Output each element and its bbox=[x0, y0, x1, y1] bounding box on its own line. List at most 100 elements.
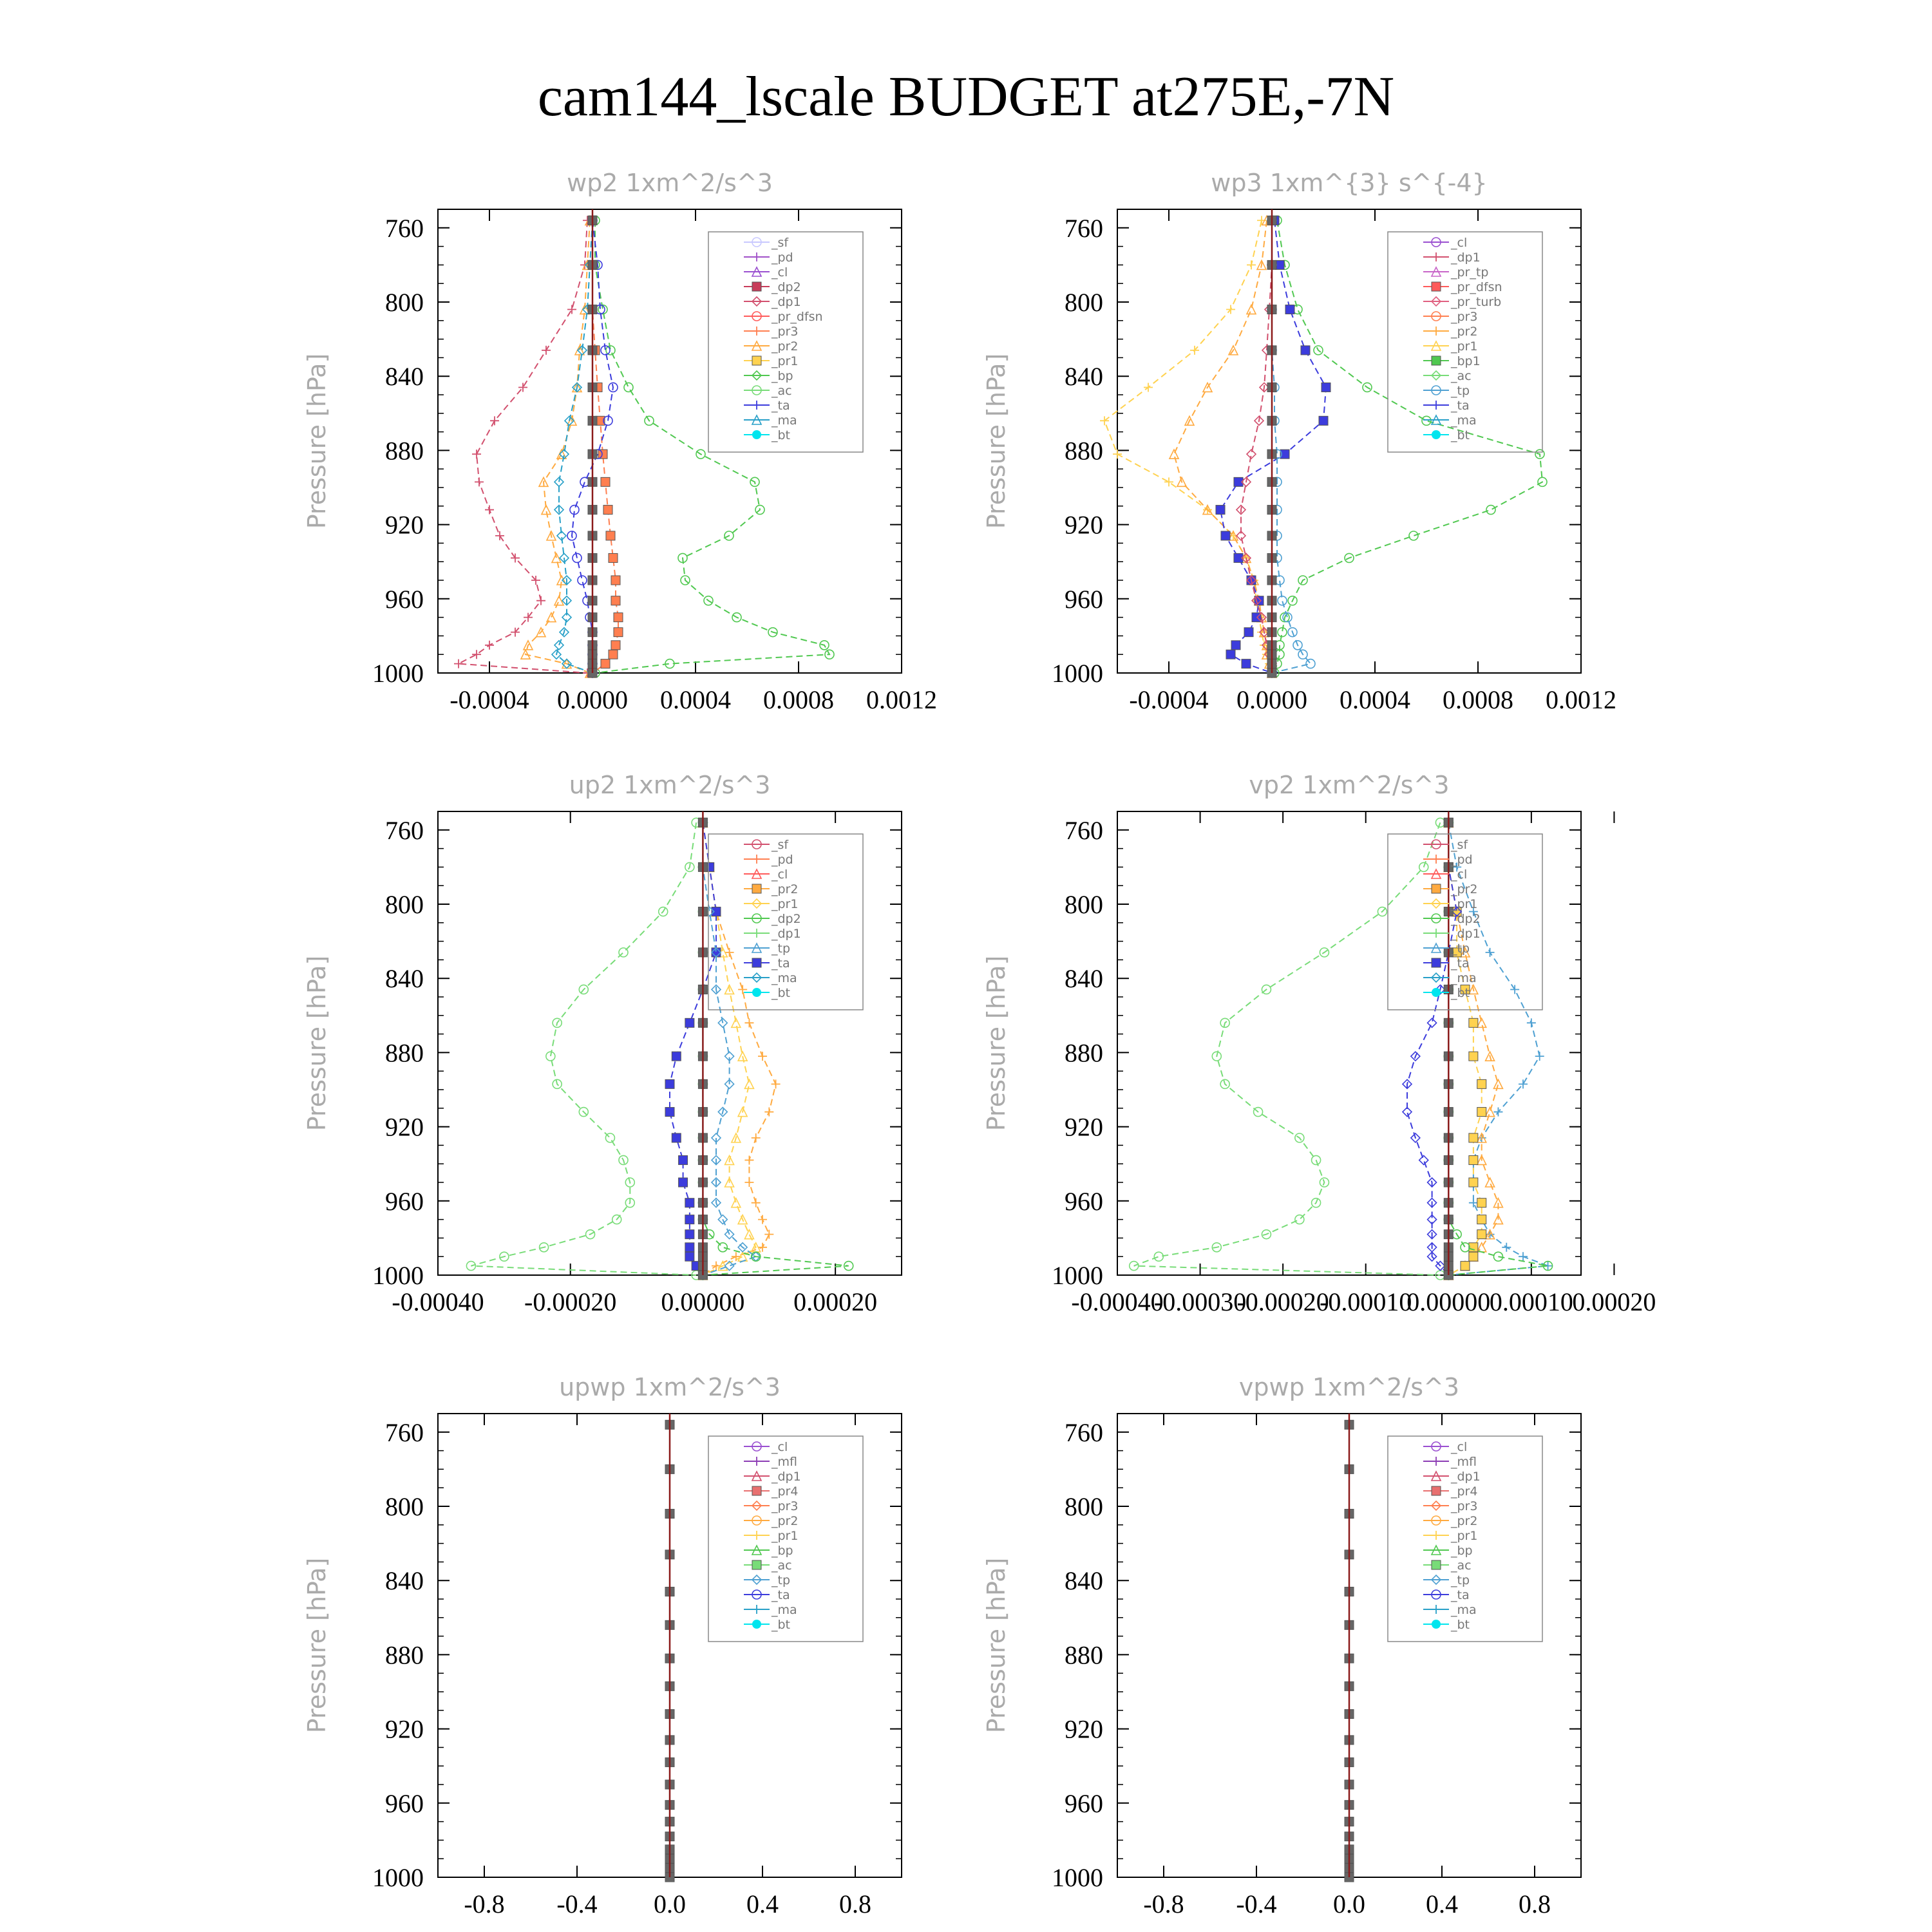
data-point bbox=[744, 1178, 754, 1187]
legend-marker bbox=[752, 929, 761, 938]
x-tick-label: -0.00040 bbox=[392, 1287, 484, 1316]
legend-entry: _pr_tp bbox=[1423, 265, 1488, 279]
legend-label: _dp1 bbox=[771, 1470, 801, 1484]
data-point bbox=[1202, 381, 1213, 393]
legend-marker bbox=[1430, 296, 1442, 307]
legend-label: _pr1 bbox=[1450, 897, 1477, 911]
data-point bbox=[1535, 449, 1545, 459]
legend-marker bbox=[1431, 385, 1441, 395]
y-tick-label: 800 bbox=[1065, 288, 1103, 317]
data-point bbox=[1298, 575, 1308, 585]
data-point bbox=[710, 947, 722, 958]
series-line bbox=[456, 220, 588, 674]
data-point bbox=[730, 1132, 742, 1143]
data-point bbox=[744, 1155, 754, 1165]
legend-entry: _dp2 bbox=[744, 912, 801, 926]
data-point bbox=[678, 1155, 688, 1165]
legend-marker bbox=[1432, 430, 1441, 439]
legend-entry: _pr1 bbox=[1423, 1529, 1477, 1543]
data-point bbox=[611, 640, 621, 650]
legend-entry: _sf bbox=[744, 838, 789, 852]
data-point bbox=[603, 505, 613, 515]
series-ma bbox=[551, 215, 598, 679]
legend-label: _pr_tp bbox=[1450, 265, 1488, 279]
legend-entry: _ma bbox=[744, 1603, 797, 1617]
data-point bbox=[1477, 1198, 1487, 1208]
data-point bbox=[1100, 416, 1109, 426]
legend-marker bbox=[1431, 1589, 1441, 1600]
legend-label: _bt bbox=[1450, 428, 1470, 442]
data-point bbox=[1220, 1079, 1230, 1090]
legend-entry: _bt bbox=[744, 986, 790, 1000]
data-point bbox=[552, 1079, 562, 1090]
legend-marker bbox=[752, 237, 762, 247]
legend-marker bbox=[751, 868, 762, 879]
data-point bbox=[1261, 1229, 1272, 1240]
data-point bbox=[1240, 553, 1252, 564]
data-point bbox=[1256, 612, 1267, 623]
legend-entry: _sf bbox=[1423, 838, 1468, 852]
data-point bbox=[824, 649, 835, 660]
data-point bbox=[711, 907, 721, 917]
data-point bbox=[1211, 1242, 1222, 1253]
legend-label: _dp2 bbox=[771, 280, 801, 294]
data-point bbox=[730, 1197, 742, 1208]
data-point bbox=[1285, 305, 1295, 315]
data-point bbox=[744, 1018, 754, 1028]
legend-entry: _dp1 bbox=[744, 927, 801, 941]
y-tick-label: 920 bbox=[1065, 1715, 1103, 1744]
legend-marker bbox=[751, 1500, 762, 1511]
data-point bbox=[717, 1214, 728, 1225]
legend-entry: _bp bbox=[744, 369, 793, 383]
data-point bbox=[750, 1251, 761, 1262]
data-point bbox=[1321, 382, 1331, 392]
legend-marker bbox=[1431, 355, 1441, 366]
legend-marker bbox=[752, 1589, 762, 1600]
legend-label: _bt bbox=[1450, 986, 1470, 1000]
legend-box bbox=[708, 231, 864, 453]
data-point bbox=[1510, 985, 1520, 994]
legend-label: _cl bbox=[771, 265, 788, 279]
series-pr1 bbox=[697, 817, 762, 1280]
data-point bbox=[1293, 639, 1303, 650]
legend-entry: _sf bbox=[744, 236, 789, 250]
legend-entry: _ac bbox=[744, 384, 792, 398]
data-point bbox=[520, 649, 531, 659]
data-point bbox=[696, 449, 706, 459]
data-point bbox=[1468, 1251, 1479, 1262]
legend-entry: _pr4 bbox=[744, 1484, 798, 1499]
data-point bbox=[703, 595, 714, 606]
data-point bbox=[1493, 1251, 1504, 1262]
data-point bbox=[553, 477, 565, 488]
data-point bbox=[768, 627, 778, 638]
data-point bbox=[724, 983, 735, 995]
legend-marker bbox=[1432, 929, 1441, 938]
legend-entry: _cl bbox=[744, 1440, 788, 1454]
data-point bbox=[553, 639, 565, 650]
data-point bbox=[644, 415, 654, 426]
legend-marker bbox=[751, 1544, 762, 1555]
data-point bbox=[578, 1106, 589, 1117]
data-point bbox=[1468, 907, 1478, 916]
data-point bbox=[1144, 383, 1153, 392]
y-tick-label: 880 bbox=[385, 436, 424, 465]
legend-label: _ma bbox=[771, 971, 797, 985]
legend-label: _pr3 bbox=[1450, 1499, 1477, 1513]
series-line bbox=[594, 220, 831, 674]
data-point bbox=[485, 640, 494, 650]
y-axis-label: Pressure [hPa] bbox=[982, 956, 1010, 1132]
panel-5: upwp 1xm^2/s^3 Pressure [hPa] 760 800 840 880… bbox=[303, 1373, 902, 1918]
data-point bbox=[1113, 450, 1122, 459]
data-point bbox=[1300, 345, 1311, 355]
legend-marker bbox=[751, 1470, 762, 1481]
data-point bbox=[1240, 477, 1252, 488]
legend: _sf_pd_cl_pr2_pr1_dp2_dp1_tp_ta_ma_bt bbox=[708, 833, 864, 1010]
y-tick-label: 840 bbox=[1065, 964, 1103, 993]
data-point bbox=[572, 553, 582, 564]
data-point bbox=[758, 1052, 767, 1061]
data-point bbox=[545, 1051, 556, 1061]
series-pr1 bbox=[1443, 817, 1487, 1280]
data-point bbox=[1128, 1260, 1139, 1271]
legend-entry: _bp bbox=[744, 1544, 793, 1558]
legend-entry: _tp bbox=[744, 942, 790, 956]
